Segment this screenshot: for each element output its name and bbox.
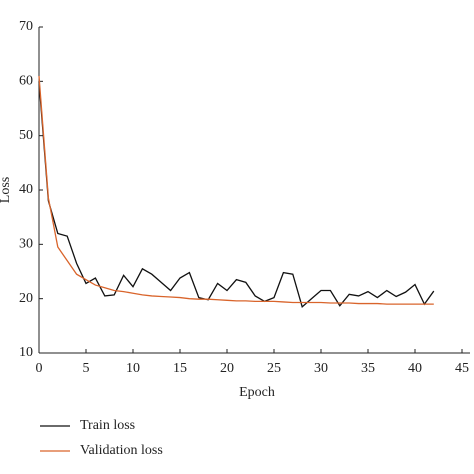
y-axis-label: Loss bbox=[0, 177, 13, 203]
y-tick-label: 70 bbox=[19, 19, 33, 34]
x-tick-label: 45 bbox=[455, 361, 469, 376]
y-tick-label: 50 bbox=[19, 128, 33, 143]
legend-label: Validation loss bbox=[80, 443, 163, 458]
x-axis-label: Epoch bbox=[239, 385, 275, 400]
x-tick-label: 10 bbox=[126, 361, 140, 376]
y-tick-label: 20 bbox=[19, 291, 33, 306]
x-tick-label: 40 bbox=[408, 361, 422, 376]
y-tick-label: 30 bbox=[19, 237, 33, 252]
y-tick-label: 10 bbox=[19, 345, 33, 360]
y-tick-label: 60 bbox=[19, 74, 33, 89]
x-tick-label: 0 bbox=[36, 361, 43, 376]
x-tick-label: 35 bbox=[361, 361, 375, 376]
x-tick-label: 25 bbox=[267, 361, 281, 376]
x-tick-label: 5 bbox=[83, 361, 90, 376]
line bbox=[38, 81, 435, 308]
y-tick-label: 40 bbox=[19, 182, 33, 197]
x-tick-label: 15 bbox=[173, 361, 187, 376]
legend-label: Train loss bbox=[80, 418, 135, 433]
x-tick-label: 30 bbox=[314, 361, 328, 376]
line bbox=[38, 75, 434, 305]
x-tick-label: 20 bbox=[220, 361, 234, 376]
